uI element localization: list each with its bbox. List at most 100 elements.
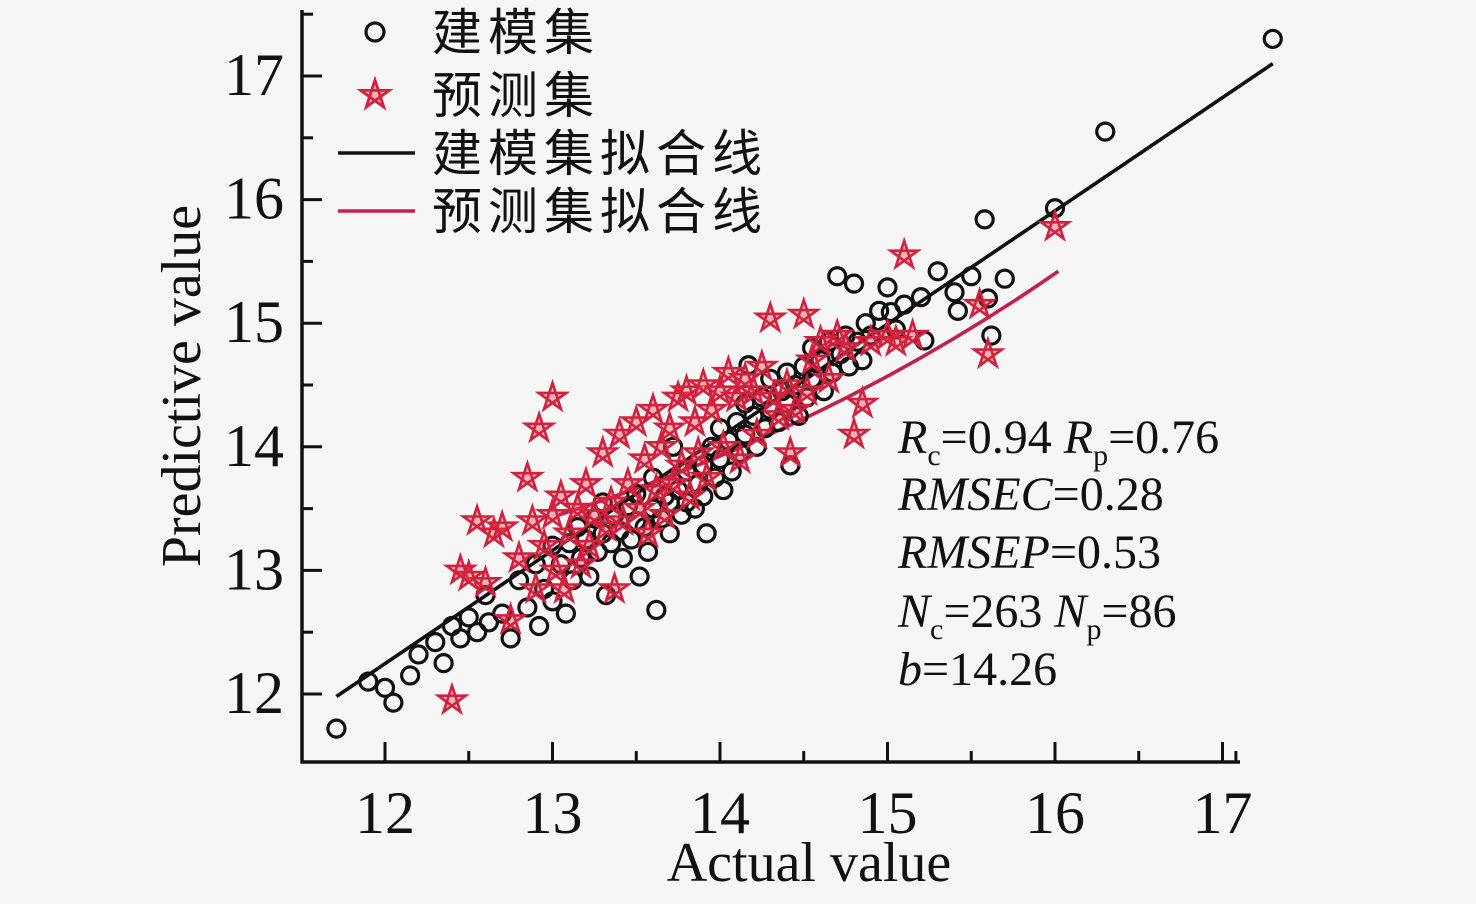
data-point-circle: [425, 631, 446, 653]
y-tick-label: 17: [224, 42, 284, 108]
legend-star-marker: [356, 75, 394, 111]
data-point-circle: [500, 628, 521, 649]
data-point-circle: [994, 268, 1015, 289]
data-point-circle: [358, 671, 379, 692]
x-tick-label: 16: [1025, 780, 1085, 846]
data-point-circle: [662, 436, 684, 457]
stats-subscript: c: [927, 439, 940, 472]
data-point-star: [886, 236, 922, 271]
data-point-star: [739, 415, 775, 450]
stats-subscript: c: [930, 613, 943, 646]
x-axis-title: Actual value: [667, 832, 952, 894]
stats-line: RMSEC=0.28: [897, 468, 1164, 521]
y-tick-label: 15: [224, 289, 284, 355]
data-point-star: [894, 316, 931, 351]
stats-text: N: [897, 585, 933, 638]
data-point-circle: [467, 622, 488, 643]
data-point-star: [514, 502, 551, 537]
stats-text: R: [897, 411, 927, 464]
data-point-star: [844, 384, 881, 419]
data-point-circle: [827, 266, 848, 287]
data-point-star: [450, 557, 487, 592]
data-point-star: [961, 285, 998, 320]
data-point-circle: [326, 718, 347, 739]
legend-label: 预测集拟合线: [432, 184, 768, 240]
data-point-star: [571, 527, 608, 561]
x-tick-label: 13: [523, 780, 583, 846]
x-tick-label: 14: [690, 780, 750, 846]
stats-text: b: [898, 643, 922, 696]
data-point-star: [735, 372, 772, 407]
data-point-star: [605, 502, 641, 537]
stats-text: =0.53: [1050, 526, 1161, 579]
data-point-star: [534, 378, 571, 413]
data-point-circle: [760, 368, 781, 389]
axes: 12 13 14 15 16 17 12 13 14 15 16 17: [224, 10, 1253, 846]
data-point-circle: [400, 665, 421, 686]
data-point-star: [467, 564, 504, 598]
data-point-circle: [555, 603, 577, 624]
data-point-star: [442, 551, 479, 586]
stats-line: b=14.26: [898, 643, 1057, 696]
data-point-star: [621, 489, 658, 524]
data-point-circle: [743, 405, 764, 426]
data-point-star: [869, 316, 906, 351]
stats-annotation: Rc=0.94 Rp=0.76RMSEC=0.28RMSEP=0.53Nc=26…: [897, 411, 1219, 696]
x-tick-label: 12: [355, 780, 415, 846]
data-point-star: [584, 434, 621, 469]
data-point-star: [517, 570, 554, 605]
data-point-star: [1037, 208, 1073, 242]
stats-subscript: p: [1086, 613, 1101, 646]
data-point-circle: [869, 300, 890, 321]
data-point-star: [546, 570, 583, 605]
data-point-star: [635, 390, 671, 425]
data-point-circle: [735, 424, 756, 445]
data-point-star: [501, 539, 537, 574]
data-point-star: [789, 372, 825, 407]
legend-label: 建模集: [432, 5, 600, 61]
data-point-circle: [646, 599, 667, 621]
data-point-star: [836, 415, 872, 450]
stats-line: RMSEP=0.53: [897, 526, 1161, 579]
data-point-star: [811, 360, 847, 395]
data-point-star: [559, 489, 596, 524]
data-point-star: [663, 446, 700, 481]
stats-line: Rc=0.94 Rp=0.76: [897, 411, 1219, 472]
data-point-star: [702, 372, 738, 407]
data-point-circle: [961, 266, 982, 287]
stats-text: =86: [1101, 585, 1176, 638]
data-point-circle: [721, 461, 742, 482]
y-tick-label: 13: [224, 536, 284, 602]
data-point-star: [626, 440, 663, 475]
data-point-circle: [492, 603, 513, 624]
data-point-star: [651, 409, 688, 444]
x-tick-label: 17: [1193, 780, 1253, 846]
data-point-star: [643, 428, 680, 462]
data-point-star: [492, 601, 529, 635]
data-point-star: [777, 390, 814, 425]
stats-text: =263: [943, 585, 1054, 638]
legend-label: 预测集: [432, 68, 600, 124]
data-point-circle: [877, 277, 898, 298]
data-point-star: [772, 434, 809, 469]
y-tick-label: 14: [224, 413, 284, 479]
stats-text: =14.26: [922, 643, 1057, 696]
data-point-circle: [855, 313, 876, 334]
data-point-circle: [974, 209, 995, 230]
data-point-star: [685, 366, 722, 401]
data-point-star: [563, 545, 599, 580]
data-point-star: [596, 570, 633, 605]
data-point-circle: [927, 261, 948, 282]
stats-text: =0.76: [1108, 411, 1219, 464]
data-point-star: [434, 681, 470, 716]
data-point-circle: [1044, 198, 1066, 219]
data-point-circle: [528, 615, 550, 637]
data-point-circle: [1262, 28, 1283, 50]
data-point-star: [646, 496, 683, 530]
data-point-star: [693, 390, 730, 425]
data-point-star: [752, 299, 789, 334]
data-point-circle: [383, 692, 404, 713]
data-point-circle: [408, 644, 429, 665]
data-point-star: [722, 440, 758, 475]
